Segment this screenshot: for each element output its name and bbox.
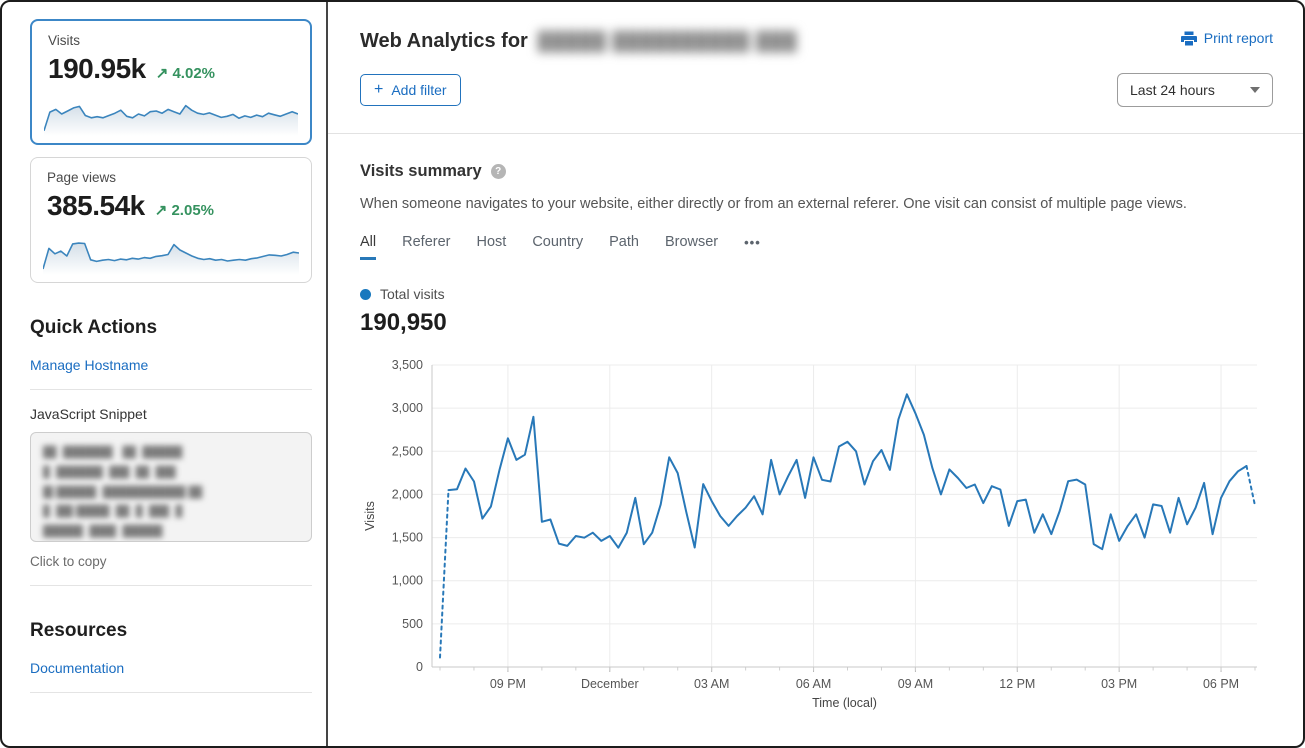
- visits-sparkline: [44, 90, 298, 136]
- svg-text:03 PM: 03 PM: [1101, 677, 1137, 691]
- tab-host[interactable]: Host: [476, 234, 507, 250]
- time-range-value: Last 24 hours: [1130, 82, 1215, 98]
- svg-text:2,000: 2,000: [392, 487, 423, 501]
- svg-text:09 AM: 09 AM: [898, 677, 933, 691]
- javascript-snippet-box[interactable]: ██ ███████▌ ██ ██████ █ ███████ ███ ██ █…: [30, 432, 312, 542]
- print-report-link[interactable]: Print report: [1180, 30, 1273, 46]
- click-to-copy-hint: Click to copy: [30, 542, 312, 586]
- svg-text:3,000: 3,000: [392, 401, 423, 415]
- svg-text:1,000: 1,000: [392, 574, 423, 588]
- quick-actions-heading: Quick Actions: [30, 317, 158, 338]
- svg-text:2,500: 2,500: [392, 444, 423, 458]
- redacted-code-line: ██ ███████▌ ██ ██████: [43, 446, 183, 459]
- visits-chart: 0 500 1,000 1,500 2,000 2,500 3,000 3,500 09 PM D…: [360, 349, 1273, 717]
- svg-text:0: 0: [416, 660, 423, 674]
- svg-text:09 PM: 09 PM: [490, 677, 526, 691]
- redacted-code-line: █▌██████ ████████████▌██: [43, 485, 202, 499]
- metric-delta: ↗ 2.05%: [154, 202, 215, 219]
- plus-icon: +: [374, 81, 384, 98]
- visits-summary-description: When someone navigates to your website, …: [360, 196, 1187, 212]
- total-visits-value: 190,950: [360, 309, 447, 336]
- visits-summary-title: Visits summary: [360, 162, 482, 180]
- svg-text:12 PM: 12 PM: [999, 677, 1035, 691]
- metric-card-visits[interactable]: Visits 190.95k ↗ 4.02%: [30, 19, 312, 145]
- metric-value: 385.54k: [47, 190, 145, 221]
- page-title: Web Analytics for █████ ██████████ ███: [360, 30, 798, 52]
- redacted-code-line: ██████ ████ ██████: [43, 525, 163, 539]
- header-divider: [328, 133, 1303, 134]
- metric-card-page-views[interactable]: Page views 385.54k ↗ 2.05%: [30, 157, 312, 283]
- svg-text:500: 500: [402, 617, 423, 631]
- redacted-code-line: █ ██▌█████ ██ █ ███ █: [43, 505, 183, 519]
- tab-browser[interactable]: Browser: [664, 234, 719, 250]
- redacted-code-line: █ ███████ ███ ██ ███: [43, 465, 176, 479]
- svg-text:03 AM: 03 AM: [694, 677, 729, 691]
- dimension-tabs: All Referer Host Country Path Browser ••…: [360, 234, 1273, 260]
- svg-text:06 AM: 06 AM: [796, 677, 831, 691]
- trend-up-icon: ↗: [155, 65, 169, 82]
- chevron-down-icon: [1250, 87, 1260, 93]
- svg-text:1,500: 1,500: [392, 531, 423, 545]
- resources-heading: Resources: [30, 620, 128, 641]
- svg-text:December: December: [581, 677, 639, 691]
- chart-legend: Total visits: [360, 286, 1273, 302]
- sidebar: Visits 190.95k ↗ 4.02% Page views 385.54…: [2, 2, 328, 746]
- time-range-dropdown[interactable]: Last 24 hours: [1117, 73, 1273, 107]
- metric-label: Page views: [47, 170, 117, 185]
- manage-hostname-link[interactable]: Manage Hostname: [30, 357, 149, 373]
- main-content: Web Analytics for █████ ██████████ ███ P…: [328, 2, 1303, 746]
- metric-value: 190.95k: [48, 53, 146, 84]
- printer-icon: [1180, 31, 1197, 46]
- svg-text:Time (local): Time (local): [812, 696, 877, 710]
- svg-text:Visits: Visits: [363, 501, 377, 531]
- svg-text:3,500: 3,500: [392, 358, 423, 372]
- page-views-sparkline: [43, 229, 299, 275]
- metric-delta: ↗ 4.02%: [155, 65, 216, 82]
- javascript-snippet-label: JavaScript Snippet: [30, 406, 147, 422]
- trend-up-icon: ↗: [154, 202, 168, 219]
- tab-country[interactable]: Country: [532, 234, 584, 250]
- legend-label: Total visits: [380, 286, 445, 302]
- tab-all[interactable]: All: [360, 234, 377, 260]
- add-filter-button[interactable]: + Add filter: [360, 74, 461, 106]
- tab-path[interactable]: Path: [609, 234, 639, 250]
- tab-referer[interactable]: Referer: [402, 234, 451, 250]
- svg-text:06 PM: 06 PM: [1203, 677, 1239, 691]
- metric-label: Visits: [48, 33, 81, 48]
- legend-dot-icon: [360, 288, 371, 300]
- redacted-domain: █████ ██████████ ███: [537, 31, 798, 51]
- help-icon[interactable]: ?: [490, 164, 506, 179]
- documentation-link[interactable]: Documentation: [30, 660, 125, 676]
- tabs-overflow-button[interactable]: •••: [744, 235, 761, 250]
